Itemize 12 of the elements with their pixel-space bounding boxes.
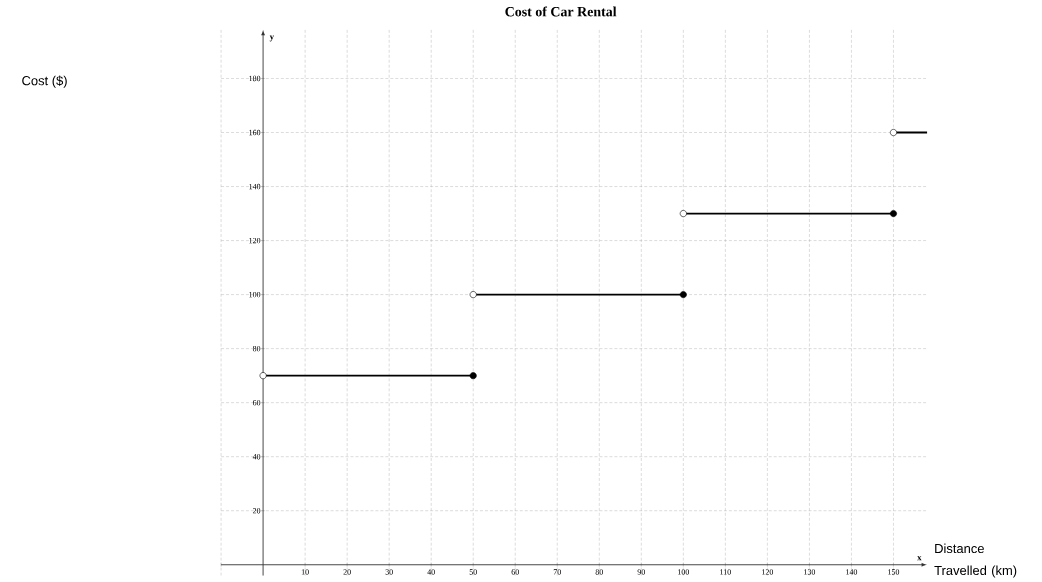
annotation: y bbox=[269, 35, 274, 42]
text: Cost ($) bbox=[22, 75, 67, 89]
point bbox=[889, 129, 897, 137]
point bbox=[469, 372, 477, 380]
point bbox=[259, 372, 267, 380]
x-axis-title: Distance Travelled (km) bbox=[934, 543, 1017, 578]
annotation: x bbox=[917, 556, 922, 561]
point bbox=[679, 291, 687, 299]
chart-title: Cost of Car Rental bbox=[505, 6, 617, 17]
point bbox=[679, 210, 687, 218]
point bbox=[889, 210, 897, 218]
point bbox=[469, 291, 477, 299]
